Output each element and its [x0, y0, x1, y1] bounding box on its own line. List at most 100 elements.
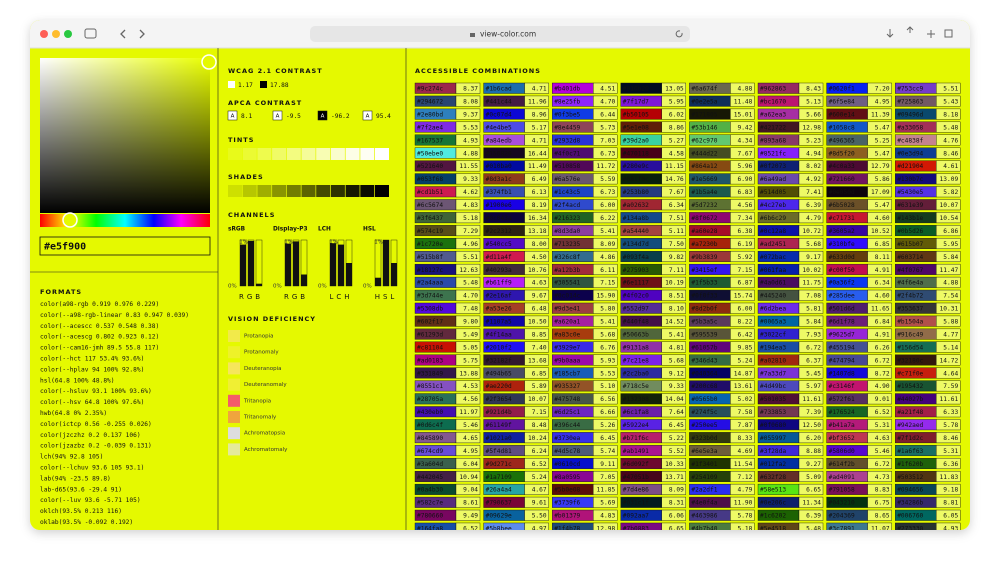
- combo-ratio-box: [455, 289, 481, 301]
- combo-ratio: 4.83: [463, 202, 478, 209]
- reload-icon[interactable]: [675, 30, 683, 38]
- shade-swatch: [316, 185, 331, 197]
- combo-hex: #134a8b: [623, 215, 649, 222]
- combo-hex: #26a4a4: [486, 487, 512, 494]
- combo-hex: #1c43c5: [554, 189, 580, 196]
- combo-ratio: 5.46: [875, 448, 890, 455]
- combo-hex: #893a68: [760, 137, 786, 144]
- white-swatch: [228, 81, 235, 88]
- combo-hex: #3929e7: [554, 344, 580, 351]
- combo-ratio-box: [524, 445, 549, 457]
- combo-hex: #2a4aaa: [417, 280, 443, 287]
- combo-hex: #273330: [897, 526, 923, 533]
- hue-handle[interactable]: [62, 212, 78, 228]
- format-item: lch(94% 92.8 105): [40, 454, 103, 461]
- combo-hex: #44027b: [897, 396, 923, 403]
- combo-ratio-box: [867, 341, 892, 353]
- combo-ratio-box: [730, 276, 755, 288]
- combo-ratio: 6.20: [806, 435, 821, 442]
- axis-label: 0%: [363, 284, 372, 290]
- wcag-white: 1.17: [238, 82, 253, 89]
- combo-hex: #864a12: [691, 163, 717, 170]
- combo-hex: #780660: [417, 513, 443, 520]
- combo-ratio: 5.22: [669, 435, 684, 442]
- combo-ratio-box: [455, 445, 481, 457]
- combo-hex: #4f02c0: [623, 293, 649, 300]
- combo-ratio: 4.88: [463, 150, 478, 157]
- combo-ratio: 7.20: [875, 86, 890, 93]
- combo-ratio-box: [524, 160, 549, 172]
- combo-ratio-box: [593, 251, 618, 262]
- zoom-button[interactable]: [64, 30, 72, 38]
- close-button[interactable]: [40, 30, 48, 38]
- combo-ratio: 11.65: [871, 306, 890, 313]
- combo-ratio: 5.68: [806, 241, 821, 248]
- combo-hex: #4c0a33: [829, 163, 855, 170]
- nav-arrows[interactable]: [120, 29, 145, 39]
- combo-ratio: 14.76: [665, 176, 684, 183]
- combo-ratio-box: [455, 328, 481, 340]
- combo-hex: #474794: [829, 357, 855, 364]
- combo-hex: #733853: [760, 409, 786, 416]
- combo-hex: #515b8f: [417, 254, 443, 261]
- combo-hex: #a84edb: [486, 137, 512, 144]
- combo-hex: #396c44: [554, 422, 580, 429]
- combo-ratio-box: [455, 173, 481, 185]
- combo-hex: #a02810: [760, 357, 786, 364]
- combo-ratio-box: [593, 121, 618, 133]
- combo-ratio-box: [798, 471, 824, 482]
- toolbar-icons[interactable]: [886, 26, 953, 38]
- combo-ratio-box: [524, 341, 549, 353]
- combo-ratio-box: [867, 199, 892, 211]
- tint-swatch: [360, 148, 375, 160]
- combo-ratio-box: [730, 147, 755, 159]
- saturation-handle[interactable]: [201, 54, 217, 70]
- combo-hex: #0e050d: [829, 189, 855, 196]
- combo-ratio: 6.36: [943, 461, 958, 468]
- combo-ratio: 6.00: [737, 306, 752, 313]
- combo-ratio: 4.73: [875, 474, 890, 481]
- combo-ratio-box: [661, 483, 686, 495]
- combo-hex: #5f4d81: [486, 448, 512, 455]
- combo-hex: #346d43: [691, 357, 717, 364]
- combo-hex: #430eb0: [417, 409, 443, 416]
- combo-ratio-box: [936, 315, 961, 327]
- combo-ratio: 5.48: [463, 280, 478, 287]
- combo-ratio: 10.33: [665, 461, 684, 468]
- format-item: oklab(93.5% -0.092 0.192): [40, 519, 133, 526]
- wcag-black: 17.88: [270, 82, 289, 89]
- combo-ratio: 5.82: [943, 189, 958, 196]
- channel-label: HSL: [375, 293, 398, 301]
- combo-ratio-box: [936, 199, 961, 211]
- combo-ratio-box: [524, 406, 549, 418]
- combo-ratio: 11.47: [940, 267, 959, 274]
- combo-hex: #143b1e: [897, 215, 923, 222]
- combo-hex: #4f6e4a: [897, 280, 923, 287]
- section-title: WCAG 2.1 CONTRAST: [228, 67, 323, 75]
- combo-ratio: 8.83: [875, 487, 890, 494]
- combo-ratio: 10.94: [459, 474, 478, 481]
- combo-hex: #a33058: [897, 124, 923, 131]
- sidebar-icon[interactable]: [84, 28, 97, 39]
- hex-input[interactable]: [39, 236, 211, 256]
- combo-hex: #6d092f: [623, 461, 649, 468]
- combo-ratio: 10.31: [940, 306, 959, 313]
- combo-ratio: 9.18: [943, 487, 958, 494]
- combo-ratio-box: [593, 483, 618, 495]
- combo-ratio: 11.15: [665, 163, 684, 170]
- axis-label: 1%: [284, 240, 293, 246]
- combo-ratio-box: [798, 95, 824, 107]
- combo-ratio-box: [798, 328, 824, 340]
- hue-slider[interactable]: [40, 214, 210, 227]
- combo-ratio-box: [593, 95, 618, 107]
- combo-ratio-box: [867, 315, 892, 327]
- combo-hex: #441c44: [486, 99, 512, 106]
- combo-ratio: 7.51: [669, 215, 684, 222]
- address-bar[interactable]: [310, 26, 690, 42]
- combo-ratio: 4.56: [463, 396, 478, 403]
- combo-hex: #0065a3: [760, 319, 786, 326]
- tint-swatch: [316, 148, 331, 160]
- combo-hex: #9d271c: [486, 461, 512, 468]
- minimize-button[interactable]: [52, 30, 60, 38]
- combo-hex: #a62ea3: [760, 111, 786, 118]
